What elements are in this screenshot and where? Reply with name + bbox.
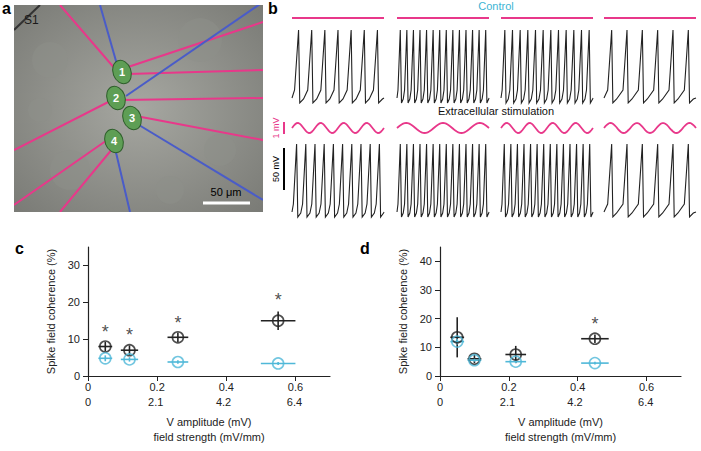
svg-text:Spike field coherence (%): Spike field coherence (%): [45, 249, 57, 374]
svg-text:0: 0: [85, 396, 91, 408]
svg-text:V amplitude (mV): V amplitude (mV): [167, 416, 252, 428]
svg-text:0: 0: [74, 370, 80, 382]
svg-text:field strength (mV/mm): field strength (mV/mm): [153, 431, 264, 443]
svg-text:0.4: 0.4: [219, 381, 234, 393]
svg-text:30: 30: [420, 284, 432, 296]
svg-text:*: *: [102, 322, 109, 342]
svg-text:2.1: 2.1: [148, 396, 163, 408]
svg-text:b: b: [268, 0, 278, 17]
svg-text:V amplitude (mV): V amplitude (mV): [518, 416, 603, 428]
svg-text:d: d: [360, 240, 370, 257]
svg-text:field strength (mV/mm): field strength (mV/mm): [505, 431, 616, 443]
svg-text:4.2: 4.2: [216, 396, 231, 408]
svg-text:50 μm: 50 μm: [211, 186, 242, 198]
svg-text:6.4: 6.4: [287, 396, 302, 408]
svg-text:40: 40: [420, 255, 432, 267]
svg-text:1 mV: 1 mV: [271, 117, 281, 138]
svg-text:0.6: 0.6: [288, 381, 303, 393]
svg-text:20: 20: [68, 296, 80, 308]
svg-text:*: *: [591, 314, 598, 334]
svg-text:2: 2: [113, 92, 119, 104]
svg-text:Control: Control: [478, 0, 513, 12]
svg-text:0: 0: [437, 396, 443, 408]
svg-text:10: 10: [68, 333, 80, 345]
svg-text:Extracellular stimulation: Extracellular stimulation: [438, 105, 554, 117]
svg-text:0: 0: [85, 381, 91, 393]
svg-text:a: a: [2, 0, 11, 17]
svg-text:20: 20: [420, 313, 432, 325]
svg-text:0: 0: [437, 381, 443, 393]
svg-text:*: *: [174, 313, 181, 333]
svg-text:10: 10: [420, 341, 432, 353]
svg-text:0.6: 0.6: [639, 381, 654, 393]
svg-text:0.2: 0.2: [149, 381, 164, 393]
svg-text:c: c: [15, 240, 24, 257]
svg-text:50 mV: 50 mV: [271, 156, 281, 182]
svg-text:30: 30: [68, 259, 80, 271]
svg-text:0.2: 0.2: [501, 381, 516, 393]
svg-text:6.4: 6.4: [638, 396, 653, 408]
svg-text:4.2: 4.2: [567, 396, 582, 408]
svg-text:S1: S1: [24, 13, 39, 27]
svg-text:Spike field coherence (%): Spike field coherence (%): [397, 249, 409, 374]
svg-text:1: 1: [119, 66, 125, 78]
svg-text:2.1: 2.1: [500, 396, 515, 408]
svg-text:4: 4: [111, 135, 118, 147]
svg-text:3: 3: [129, 112, 135, 124]
svg-text:*: *: [275, 290, 282, 310]
svg-text:*: *: [126, 325, 133, 345]
svg-text:0.4: 0.4: [570, 381, 585, 393]
svg-text:0: 0: [426, 370, 432, 382]
